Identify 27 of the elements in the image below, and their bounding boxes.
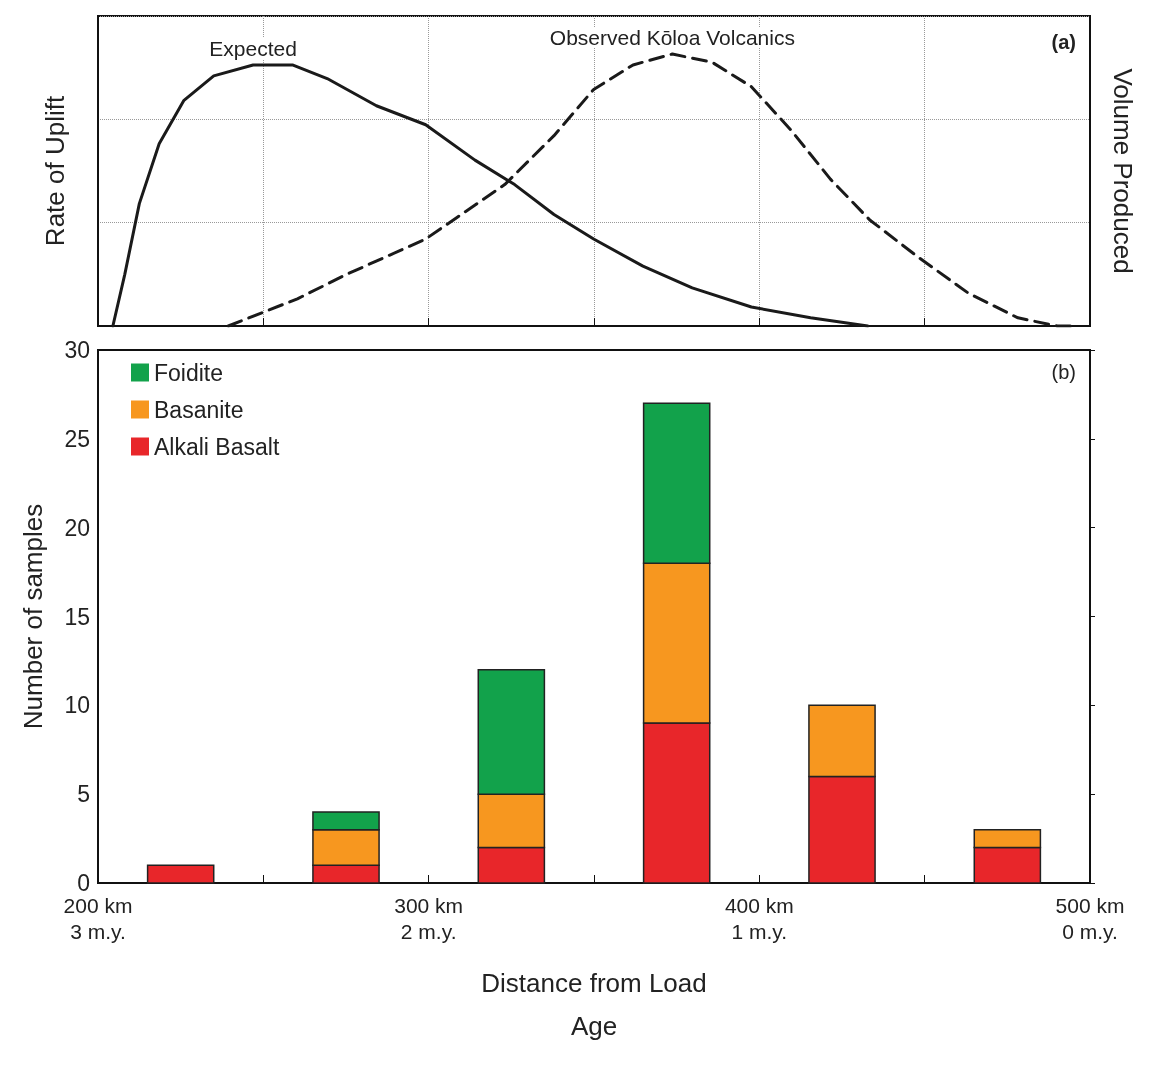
x2-tick-label: 3 m.y. xyxy=(70,920,126,943)
y-tick-label: 25 xyxy=(64,425,90,452)
x2-axis-title: Age xyxy=(570,1011,618,1041)
y-axis-title: Number of samples xyxy=(18,503,48,730)
x-tick-label: 500 km xyxy=(1055,893,1125,917)
y-axis-title: Rate of Uplift xyxy=(40,95,70,247)
legend-label: Alkali Basalt xyxy=(154,433,280,460)
legend-label: Foidite xyxy=(154,359,224,386)
x2-tick-label: 0 m.y. xyxy=(1062,920,1118,943)
x2-tick-label: 1 m.y. xyxy=(731,920,788,943)
series-label: Expected xyxy=(209,36,297,60)
series-label: Observed Kōloa Volcanics xyxy=(549,26,795,50)
y-tick-label: 5 xyxy=(77,781,90,808)
legend-label: Basanite xyxy=(154,396,244,423)
y2-axis-title: Volume Produced xyxy=(1108,68,1138,274)
x-tick-label: 300 km xyxy=(394,893,464,917)
y-tick-label: 15 xyxy=(64,603,90,630)
annotation: (b) xyxy=(1051,361,1077,383)
text: (a) xyxy=(1051,31,1077,53)
x2-tick-label: 2 m.y. xyxy=(400,920,457,943)
y-tick-label: 20 xyxy=(64,514,90,541)
x-tick-label: 200 km xyxy=(63,893,133,917)
y-tick-label: 30 xyxy=(64,337,90,363)
y-tick-label: 0 xyxy=(77,870,90,896)
x-tick-label: 400 km xyxy=(724,893,794,917)
x-axis-title: Distance from Load xyxy=(481,968,707,998)
y-tick-label: 10 xyxy=(64,692,90,719)
